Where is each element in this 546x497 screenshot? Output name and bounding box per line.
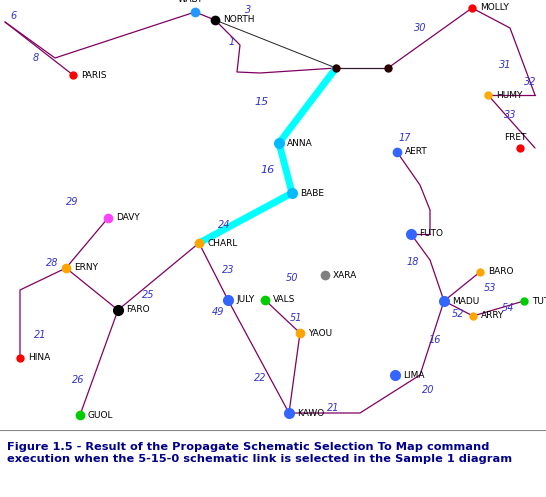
Text: 16: 16 <box>429 335 441 345</box>
Text: XARA: XARA <box>333 270 357 279</box>
Text: BABE: BABE <box>300 188 324 197</box>
Text: 32: 32 <box>524 77 536 87</box>
Text: 49: 49 <box>212 307 224 317</box>
Text: HUMY: HUMY <box>496 90 523 99</box>
Text: KAWO: KAWO <box>297 409 324 417</box>
Text: ANNA: ANNA <box>287 139 313 148</box>
Text: 33: 33 <box>504 110 517 120</box>
Text: NORTH: NORTH <box>223 15 254 24</box>
Text: 16: 16 <box>261 165 275 175</box>
Text: 31: 31 <box>498 60 511 70</box>
Text: AERT: AERT <box>405 148 428 157</box>
Text: LIMA: LIMA <box>403 370 424 380</box>
Text: 21: 21 <box>34 330 46 340</box>
Text: 53: 53 <box>484 283 496 293</box>
Text: Figure 1.5 - Result of the Propagate Schematic Selection To Map command
executio: Figure 1.5 - Result of the Propagate Sch… <box>7 442 512 464</box>
Text: 28: 28 <box>46 258 58 268</box>
Text: 15: 15 <box>255 97 269 107</box>
Text: 30: 30 <box>414 23 426 33</box>
Text: 54: 54 <box>502 303 514 313</box>
Text: CHARL: CHARL <box>207 239 238 248</box>
Text: BARO: BARO <box>488 267 513 276</box>
Text: 6: 6 <box>11 11 17 21</box>
Text: 8: 8 <box>33 53 39 63</box>
Text: FUTO: FUTO <box>419 230 443 239</box>
Text: 17: 17 <box>399 133 411 143</box>
Text: 25: 25 <box>142 290 155 300</box>
Text: 24: 24 <box>218 220 230 230</box>
Text: 26: 26 <box>72 375 84 385</box>
Text: 3: 3 <box>245 5 251 15</box>
Text: FARO: FARO <box>126 306 150 315</box>
Text: DAVY: DAVY <box>116 214 140 223</box>
Text: 21: 21 <box>327 403 339 413</box>
Text: ERNY: ERNY <box>74 263 98 272</box>
Text: YAOU: YAOU <box>308 329 332 337</box>
Text: FRET: FRET <box>504 134 526 143</box>
Text: 1: 1 <box>229 37 235 47</box>
Text: 23: 23 <box>222 265 234 275</box>
Text: MADU: MADU <box>452 297 479 306</box>
Text: PARIS: PARIS <box>81 71 106 80</box>
Text: ARRY: ARRY <box>481 312 505 321</box>
Text: 51: 51 <box>290 313 302 323</box>
Text: 50: 50 <box>286 273 298 283</box>
Text: TUTI: TUTI <box>532 297 546 306</box>
Text: 18: 18 <box>407 257 419 267</box>
Text: HINA: HINA <box>28 353 50 362</box>
Text: 52: 52 <box>452 309 464 319</box>
Text: GUOL: GUOL <box>88 411 114 419</box>
Text: MOLLY: MOLLY <box>480 3 509 12</box>
Text: JULY: JULY <box>236 296 254 305</box>
Text: WABY: WABY <box>177 0 203 4</box>
Text: 22: 22 <box>254 373 266 383</box>
Text: VALS: VALS <box>273 296 295 305</box>
Text: 29: 29 <box>66 197 78 207</box>
Text: 20: 20 <box>422 385 434 395</box>
